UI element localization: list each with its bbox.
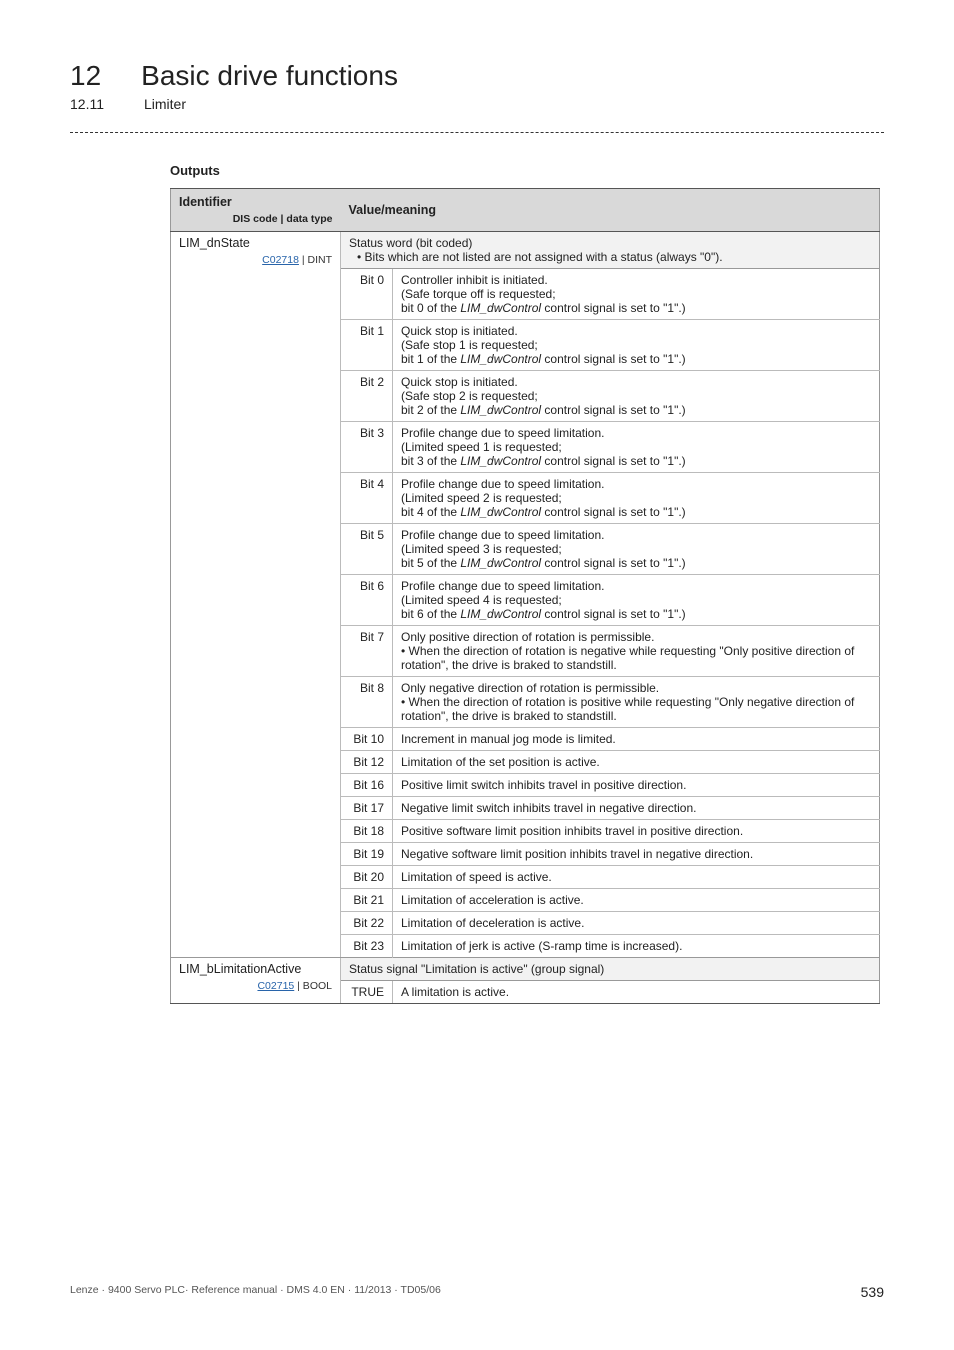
identifier-code: C02715 | BOOL bbox=[179, 980, 332, 992]
meaning-cell: Quick stop is initiated.(Safe stop 1 is … bbox=[393, 320, 880, 371]
meaning-cell: Limitation of the set position is active… bbox=[393, 751, 880, 774]
outputs-heading: Outputs bbox=[170, 163, 884, 178]
bit-cell: Bit 21 bbox=[341, 889, 393, 912]
meaning-cell: Negative software limit position inhibit… bbox=[393, 843, 880, 866]
meaning-cell: Positive limit switch inhibits travel in… bbox=[393, 774, 880, 797]
meaning-cell: Quick stop is initiated.(Safe stop 2 is … bbox=[393, 371, 880, 422]
identifier-code: C02718 | DINT bbox=[179, 254, 332, 266]
status-cell: Status word (bit coded) • Bits which are… bbox=[341, 232, 880, 269]
bit-label: TRUE bbox=[351, 985, 384, 999]
bit-cell: Bit 1 bbox=[341, 320, 393, 371]
meaning-cell: Profile change due to speed limitation.(… bbox=[393, 422, 880, 473]
bit-cell: Bit 10 bbox=[341, 728, 393, 751]
meaning-cell: A limitation is active. bbox=[393, 981, 880, 1004]
col-dis-label: DIS code | data type bbox=[179, 213, 333, 225]
meaning-cell: Profile change due to speed limitation.(… bbox=[393, 575, 880, 626]
dtype-label: | DINT bbox=[299, 254, 332, 266]
status-cell: Status signal "Limitation is active" (gr… bbox=[341, 958, 880, 981]
code-link[interactable]: C02718 bbox=[262, 254, 299, 266]
bit-cell: Bit 23 bbox=[341, 935, 393, 958]
bit-cell: TRUE bbox=[341, 981, 393, 1004]
col-identifier-label: Identifier bbox=[179, 195, 232, 209]
code-link[interactable]: C02715 bbox=[257, 980, 294, 992]
bit-cell: Bit 5 bbox=[341, 524, 393, 575]
col-value: Value/meaning bbox=[341, 189, 880, 232]
bit-cell: Bit 20 bbox=[341, 866, 393, 889]
bit-cell: Bit 7 bbox=[341, 626, 393, 677]
status-label: Status word (bit coded) bbox=[349, 236, 472, 250]
section-number: 12.11 bbox=[70, 96, 104, 112]
meaning-cell: Profile change due to speed limitation.(… bbox=[393, 524, 880, 575]
chapter-number: 12 bbox=[70, 60, 101, 92]
meaning-cell: Limitation of speed is active. bbox=[393, 866, 880, 889]
meaning-cell: Positive software limit position inhibit… bbox=[393, 820, 880, 843]
divider bbox=[70, 132, 884, 133]
meaning-cell: Controller inhibit is initiated.(Safe to… bbox=[393, 269, 880, 320]
identifier-name: LIM_dnState bbox=[179, 236, 250, 250]
bit-cell: Bit 4 bbox=[341, 473, 393, 524]
chapter-title: Basic drive functions bbox=[141, 60, 398, 92]
meaning-cell: Limitation of acceleration is active. bbox=[393, 889, 880, 912]
table-header-row: Identifier DIS code | data type Value/me… bbox=[171, 189, 880, 232]
bit-cell: Bit 8 bbox=[341, 677, 393, 728]
bit-cell: Bit 3 bbox=[341, 422, 393, 473]
page-number: 539 bbox=[861, 1284, 884, 1300]
bit-cell: Bit 6 bbox=[341, 575, 393, 626]
bit-cell: Bit 17 bbox=[341, 797, 393, 820]
meaning-cell: Only positive direction of rotation is p… bbox=[393, 626, 880, 677]
group-row-dnstate: LIM_dnState C02718 | DINT Status word (b… bbox=[171, 232, 880, 269]
meaning-cell: Profile change due to speed limitation.(… bbox=[393, 473, 880, 524]
dtype-label: | BOOL bbox=[294, 980, 332, 992]
meaning-cell: Negative limit switch inhibits travel in… bbox=[393, 797, 880, 820]
identifier-cell: LIM_dnState C02718 | DINT bbox=[171, 232, 341, 958]
page-footer: Lenze · 9400 Servo PLC· Reference manual… bbox=[70, 1284, 884, 1300]
status-note: • Bits which are not listed are not assi… bbox=[349, 250, 723, 264]
footer-left: Lenze · 9400 Servo PLC· Reference manual… bbox=[70, 1284, 441, 1300]
section-title: Limiter bbox=[144, 96, 186, 112]
chapter-header: 12 Basic drive functions bbox=[70, 60, 884, 92]
meaning-cell: Only negative direction of rotation is p… bbox=[393, 677, 880, 728]
bit-cell: Bit 18 bbox=[341, 820, 393, 843]
bit-cell: Bit 0 bbox=[341, 269, 393, 320]
bit-cell: Bit 16 bbox=[341, 774, 393, 797]
bit-cell: Bit 12 bbox=[341, 751, 393, 774]
bit-cell: Bit 2 bbox=[341, 371, 393, 422]
identifier-name: LIM_bLimitationActive bbox=[179, 962, 301, 976]
identifier-cell: LIM_bLimitationActive C02715 | BOOL bbox=[171, 958, 341, 1004]
group-row-blimitation: LIM_bLimitationActive C02715 | BOOL Stat… bbox=[171, 958, 880, 981]
col-identifier: Identifier DIS code | data type bbox=[171, 189, 341, 232]
meaning-cell: Increment in manual jog mode is limited. bbox=[393, 728, 880, 751]
sub-header: 12.11 Limiter bbox=[70, 96, 884, 112]
meaning-cell: Limitation of deceleration is active. bbox=[393, 912, 880, 935]
outputs-table: Identifier DIS code | data type Value/me… bbox=[170, 188, 880, 1004]
meaning-cell: Limitation of jerk is active (S-ramp tim… bbox=[393, 935, 880, 958]
bit-cell: Bit 19 bbox=[341, 843, 393, 866]
bit-cell: Bit 22 bbox=[341, 912, 393, 935]
